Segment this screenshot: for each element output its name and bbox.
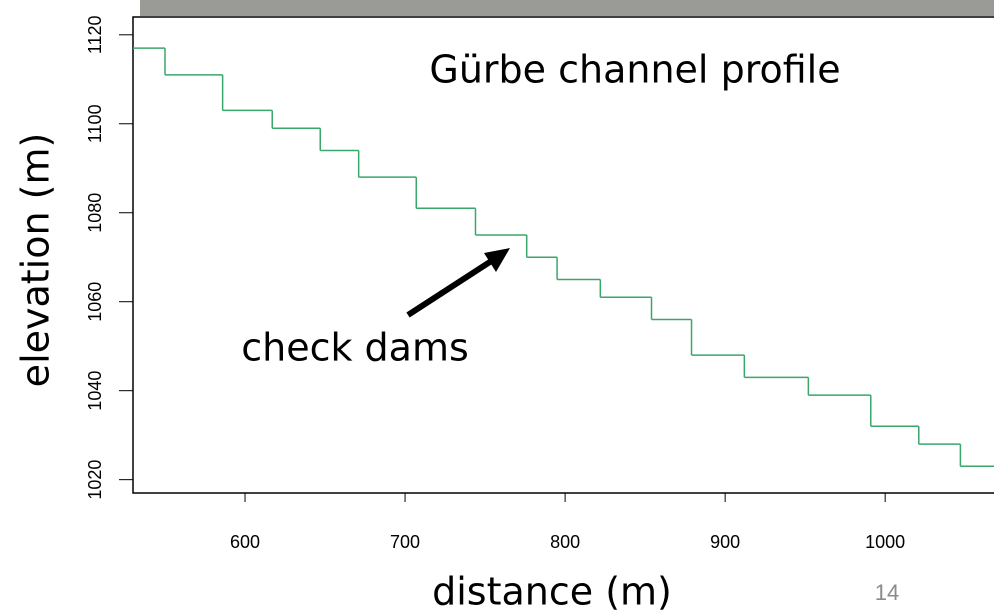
y-tick-label: 1020 bbox=[85, 460, 105, 500]
y-tick-label: 1100 bbox=[85, 104, 105, 143]
x-tick-label: 1000 bbox=[865, 532, 905, 552]
plot-frame bbox=[132, 16, 994, 494]
y-tick-label: 1120 bbox=[85, 15, 105, 54]
x-tick-label: 800 bbox=[550, 532, 580, 552]
arrow-head bbox=[484, 248, 510, 272]
y-tick-label: 1080 bbox=[85, 193, 105, 233]
y-tick-label: 1040 bbox=[85, 371, 105, 411]
x-tick-label: 900 bbox=[710, 532, 740, 552]
photo-strip bbox=[140, 0, 994, 16]
x-tick-label: 600 bbox=[230, 532, 260, 552]
annotation: check dams bbox=[241, 326, 469, 370]
chart-title: Gürbe channel profile bbox=[429, 48, 840, 92]
y-tick-label: 1060 bbox=[85, 282, 105, 322]
annotation-arrow bbox=[406, 255, 498, 318]
x-tick-label: 700 bbox=[390, 532, 420, 552]
slide-number: 14 bbox=[875, 580, 899, 605]
y-axis-label: elevation (m) bbox=[14, 133, 58, 388]
x-axis-label: distance (m) bbox=[432, 570, 672, 614]
